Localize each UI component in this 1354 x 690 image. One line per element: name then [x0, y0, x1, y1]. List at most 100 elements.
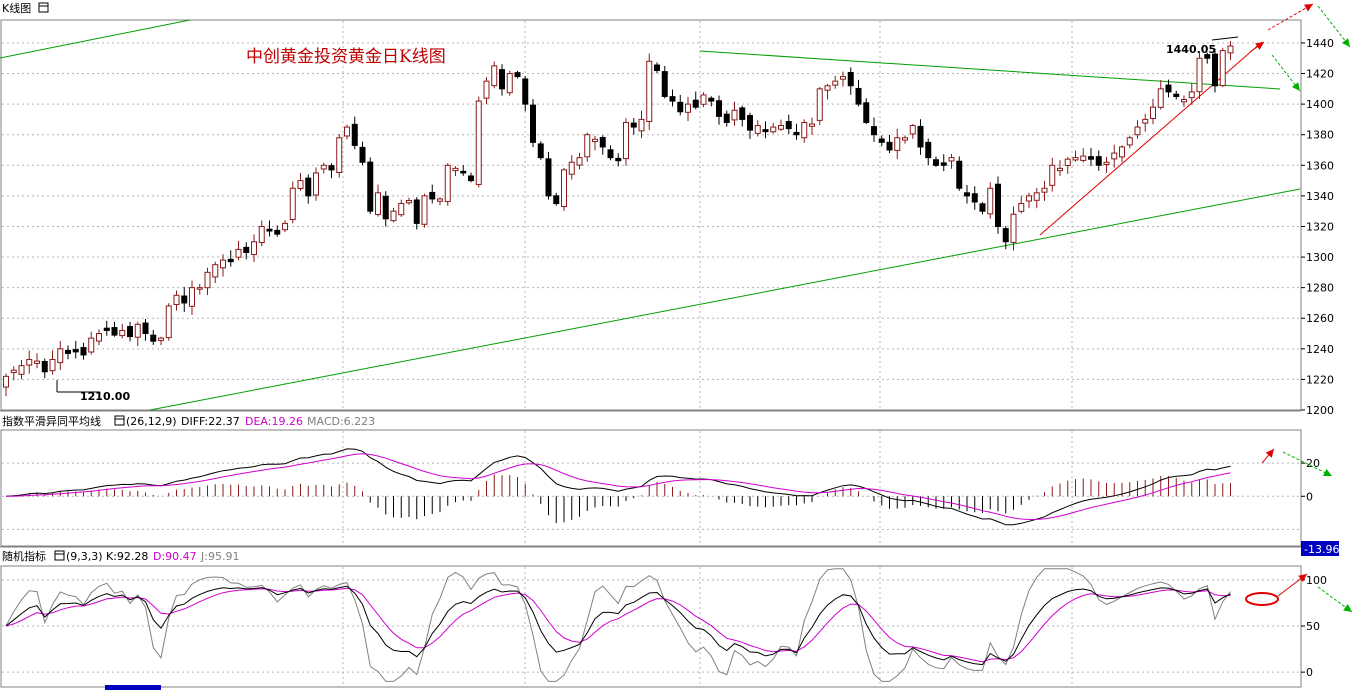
macd-frame — [0, 429, 1302, 547]
candle — [770, 122, 777, 134]
macd-arrow-down-shaft — [1282, 451, 1333, 477]
candle — [475, 96, 482, 188]
candle — [235, 240, 242, 261]
candle-body — [258, 225, 265, 244]
kdj-calendar-icon[interactable] — [54, 550, 65, 561]
candle — [1026, 192, 1032, 209]
candle — [576, 152, 583, 170]
candle-body — [964, 192, 970, 197]
kdj-k-line — [5, 585, 1231, 666]
candle-body — [266, 228, 273, 232]
candle — [375, 184, 381, 217]
macd-lines — [5, 448, 1231, 526]
y-tick-label: 0 — [1306, 666, 1313, 679]
candle — [739, 105, 746, 127]
candle-body — [26, 359, 33, 366]
candle — [522, 75, 529, 112]
candle — [1033, 187, 1040, 209]
candle-body — [692, 99, 699, 108]
candle-body — [832, 80, 839, 86]
candle — [150, 329, 157, 345]
candle — [568, 155, 575, 180]
macd-arrow-down-head — [1323, 468, 1332, 476]
candle-body — [855, 87, 862, 105]
kline-panel: 1200 1220 1240 1260 1280 1300 1320 1340 1360 1380… — [0, 3, 1351, 417]
candle-body — [871, 126, 877, 136]
scroll-position-marker[interactable] — [105, 685, 161, 690]
candle-body — [669, 96, 676, 102]
candle — [26, 350, 33, 374]
candle — [165, 303, 172, 341]
candle-body — [685, 103, 691, 113]
candle-body — [661, 71, 668, 97]
candle-body — [894, 137, 901, 151]
candle-body — [413, 199, 420, 224]
calendar-icon[interactable] — [38, 2, 49, 13]
candle — [1095, 150, 1102, 171]
candle — [96, 329, 102, 346]
candle-body — [824, 85, 831, 91]
macd-arrows — [1261, 448, 1333, 477]
low-annotation-label: 1210.00 — [80, 390, 130, 403]
candle-body — [514, 72, 521, 78]
candle-body — [475, 100, 482, 185]
candle — [754, 120, 761, 137]
candle — [995, 176, 1001, 234]
candle-body — [196, 287, 203, 290]
candle-body — [623, 121, 629, 160]
candle-body — [1134, 126, 1141, 136]
y-tick-label: 1280 — [1306, 282, 1334, 295]
y-tick-label: 1360 — [1306, 159, 1334, 172]
candle-body — [909, 125, 916, 135]
candle-body — [468, 175, 474, 182]
candle-body — [444, 164, 451, 202]
candle — [824, 83, 831, 100]
candle — [1018, 195, 1025, 214]
candle — [894, 128, 901, 160]
candle-body — [437, 198, 443, 202]
candle-body — [150, 334, 157, 342]
high-annotation-label: 1440.05 — [1166, 43, 1216, 56]
candle-body — [421, 195, 428, 225]
candle — [10, 366, 17, 381]
candle — [971, 186, 978, 210]
candle — [491, 61, 498, 89]
candle-body — [1157, 88, 1164, 108]
candle-body — [406, 199, 412, 204]
kdj-panel: 随机指标 (9,3,3) K:92.28 D:90.47 J:95.91 100… — [0, 546, 1353, 690]
candle — [1126, 135, 1133, 149]
candle-body — [708, 97, 715, 102]
candle-body — [840, 76, 846, 80]
candle — [274, 225, 281, 237]
candle-body — [816, 88, 823, 121]
candle — [212, 261, 219, 284]
kdj-grid — [2, 567, 1300, 685]
candle — [88, 331, 95, 355]
macd-value-box-label: -13.96 — [1304, 543, 1339, 556]
candle — [902, 135, 908, 144]
candle-body — [863, 102, 870, 123]
candle — [855, 79, 862, 107]
macd-calendar-icon[interactable] — [114, 415, 125, 426]
trendline-support — [149, 188, 1301, 411]
candle — [282, 220, 288, 233]
candle — [483, 77, 490, 105]
candle-body — [638, 118, 645, 132]
arrow-up-short-head — [1255, 42, 1264, 50]
candle-body — [599, 137, 606, 148]
candle-body — [762, 129, 769, 133]
window-tab-label[interactable]: K线图 — [2, 1, 31, 15]
candle — [654, 62, 660, 74]
kdj-arrow-up-head — [1298, 574, 1307, 583]
kline-candles — [3, 41, 1234, 397]
candle — [351, 116, 358, 150]
candle-body — [1119, 146, 1125, 158]
candle — [336, 133, 343, 178]
candle — [142, 318, 149, 341]
candle-body — [809, 123, 815, 127]
candle-body — [165, 305, 172, 339]
y-tick-label: 100 — [1306, 574, 1327, 587]
candle-body — [747, 114, 753, 131]
candle-body — [320, 164, 327, 170]
candle-body — [398, 203, 405, 216]
